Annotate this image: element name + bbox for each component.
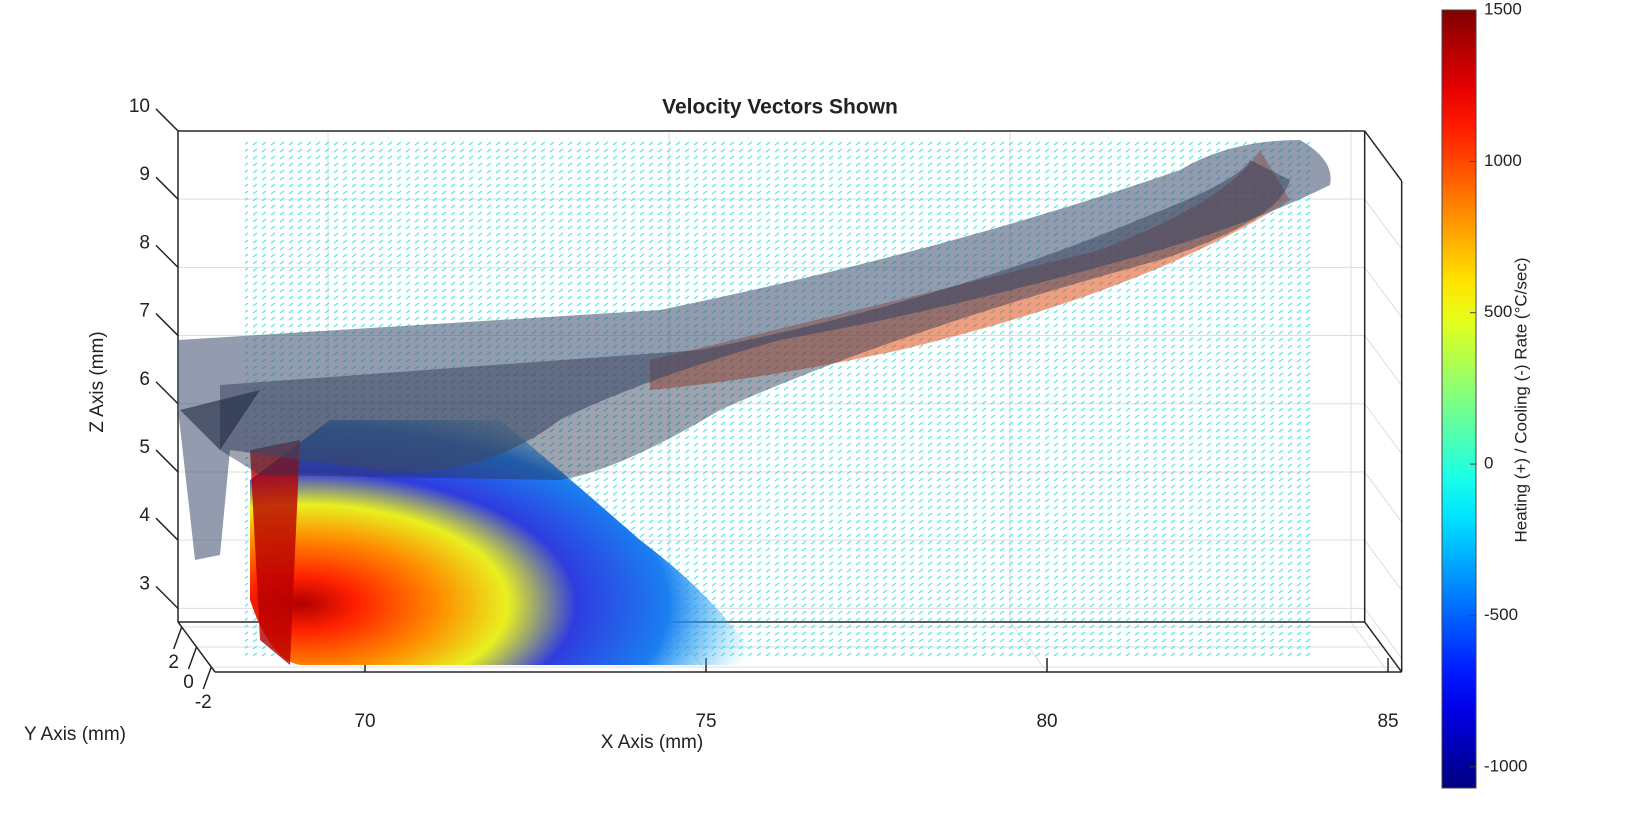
colorbar-tick-label: 1500: [1484, 0, 1522, 18]
grid-line: [1364, 471, 1403, 523]
y-tick: [172, 626, 183, 650]
grid-line: [1364, 608, 1403, 659]
x-tick-label: 80: [1036, 711, 1057, 732]
grid-line: [1364, 403, 1403, 455]
y-axis-label: Y Axis (mm): [24, 724, 126, 745]
z-tick: [155, 381, 179, 405]
colorbar-tick-label: 1000: [1484, 151, 1522, 170]
z-tick-label: 4: [139, 505, 150, 526]
grid-line: [1364, 335, 1403, 386]
z-tick-label: 9: [139, 164, 150, 185]
colorbar: [1441, 9, 1477, 789]
colorbar-tick-label: -1000: [1484, 756, 1527, 775]
colorbar-label: Heating (+) / Cooling (-) Rate (°C/sec): [1511, 257, 1530, 542]
x-tick-label: 75: [695, 711, 716, 732]
x-tick-label: 85: [1377, 711, 1398, 732]
z-tick-label: 6: [139, 369, 150, 390]
z-tick-label: 5: [139, 437, 150, 458]
z-tick-label: 10: [129, 96, 150, 117]
axis-line: [1364, 130, 1403, 182]
z-tick: [155, 313, 179, 337]
y-tick: [202, 666, 213, 690]
axis-line: [1364, 621, 1403, 673]
melt-pool-surface: [178, 140, 1331, 560]
colorbar-tick-label: 0: [1484, 454, 1493, 473]
grid-line: [1364, 198, 1403, 250]
x-tick-label: 70: [354, 711, 375, 732]
y-tick: [187, 646, 198, 670]
z-tick: [155, 244, 179, 268]
z-tick: [155, 517, 179, 541]
grid-line: [1364, 539, 1403, 591]
y-tick-label: 0: [183, 672, 194, 693]
z-tick: [155, 585, 179, 609]
grid-line: [1364, 267, 1403, 318]
z-tick-label: 3: [139, 573, 150, 594]
z-tick-label: 8: [139, 232, 150, 253]
z-tick-label: 7: [139, 301, 150, 322]
colorbar-tick-label: 500: [1484, 302, 1512, 321]
z-tick: [155, 108, 179, 132]
x-axis-label: X Axis (mm): [601, 732, 703, 753]
colorbar-tick-label: -500: [1484, 605, 1518, 624]
y-tick-label: -2: [195, 692, 212, 713]
z-tick: [155, 176, 179, 200]
y-tick-label: 2: [168, 652, 179, 673]
z-tick: [155, 449, 179, 473]
chart-title: Velocity Vectors Shown: [662, 96, 898, 119]
z-axis-label: Z Axis (mm): [87, 331, 108, 432]
